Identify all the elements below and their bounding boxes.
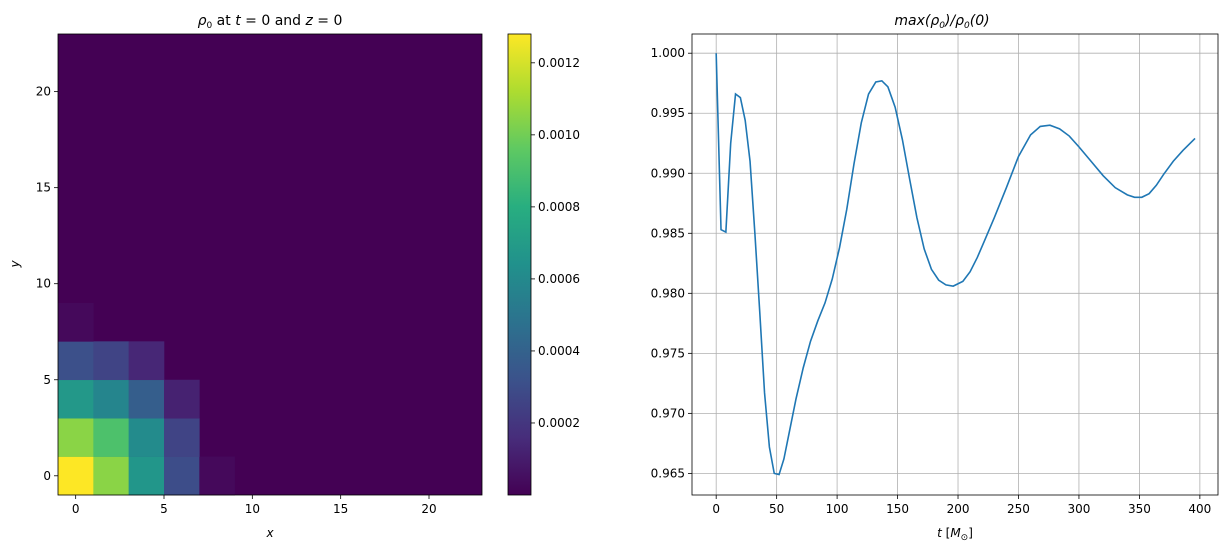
x-tick-label: 200 — [947, 502, 970, 516]
heatmap-cell — [128, 456, 165, 496]
heatmap-cell — [164, 379, 200, 419]
colorbar: 0.0002 0.0004 0.0006 0.0008 0.0010 0.0012 — [507, 33, 580, 496]
x-tick-label: 20 — [421, 502, 436, 516]
heatmap-frame — [57, 33, 483, 496]
colorbar-tick-label: 0.0002 — [538, 416, 580, 430]
heatmap-x-axis-label: x — [265, 526, 274, 540]
line-chart-x-axis-label: t [M⊙] — [937, 526, 973, 543]
x-tick-label: 50 — [769, 502, 784, 516]
x-tick-label: 350 — [1128, 502, 1151, 516]
line-chart-x-ticks: 0 50 100 150 200 250 300 350 400 — [712, 495, 1211, 516]
y-tick-label: 0.965 — [651, 466, 685, 480]
x-tick-label: 5 — [160, 502, 168, 516]
colorbar-tick-label: 0.0008 — [538, 200, 580, 214]
colorbar-tick-label: 0.0004 — [538, 344, 580, 358]
x-tick-label: 150 — [886, 502, 909, 516]
y-tick-label: 0.980 — [651, 286, 685, 300]
y-tick-label: 0.985 — [651, 226, 685, 240]
heatmap-cell — [93, 456, 129, 496]
y-tick-label: 0.970 — [651, 406, 685, 420]
x-tick-label: 0 — [72, 502, 80, 516]
line-chart-frame — [691, 33, 1219, 496]
heatmap-cell — [58, 418, 94, 457]
heatmap-y-axis-label: y — [8, 260, 22, 269]
x-tick-label: 10 — [245, 502, 260, 516]
colorbar-gradient — [507, 33, 532, 496]
x-tick-label: 0 — [712, 502, 720, 516]
heatmap-cell — [128, 418, 165, 457]
heatmap-cell — [128, 379, 165, 419]
heatmap-cell — [58, 302, 94, 342]
x-tick-label: 400 — [1188, 502, 1211, 516]
colorbar-ticks: 0.0002 0.0004 0.0006 0.0008 0.0010 0.0012 — [531, 56, 580, 430]
heatmap-cell — [164, 418, 200, 457]
y-tick-label: 15 — [36, 181, 51, 195]
y-tick-label: 20 — [36, 85, 51, 99]
heatmap-cell — [58, 341, 94, 381]
x-tick-label: 250 — [1007, 502, 1030, 516]
heatmap-title: ρ0 at t = 0 and z = 0 — [198, 13, 343, 31]
heatmap-cell — [93, 379, 129, 419]
y-tick-label: 0 — [43, 469, 51, 483]
heatmap-cell — [128, 341, 165, 381]
line-chart-title: max(ρ0)/ρ0(0) — [894, 13, 989, 31]
y-tick-label: 1.000 — [651, 46, 685, 60]
x-tick-label: 100 — [826, 502, 849, 516]
heatmap-panel: ρ0 at t = 0 and z = 0 0 5 10 15 20 05101520 … — [8, 13, 483, 540]
y-tick-label: 10 — [36, 277, 51, 291]
y-tick-label: 0.995 — [651, 106, 685, 120]
heatmap-x-ticks: 0 5 10 15 20 — [72, 495, 437, 516]
x-tick-label: 15 — [333, 502, 348, 516]
x-tick-label: 300 — [1067, 502, 1090, 516]
line-chart-grid — [692, 34, 1218, 495]
line-chart-panel: max(ρ0)/ρ0(0) 0 50 100 150 200 250 300 350 400 0… — [651, 13, 1219, 543]
series-line — [715, 53, 1196, 476]
y-tick-label: 0.990 — [651, 166, 685, 180]
heatmap-cell — [58, 379, 94, 419]
heatmap-cell — [164, 456, 200, 496]
colorbar-tick-label: 0.0010 — [538, 128, 580, 142]
heatmap-cell — [199, 456, 235, 496]
heatmap-cell — [93, 341, 129, 381]
colorbar-tick-label: 0.0012 — [538, 56, 580, 70]
heatmap-y-ticks: 0 5 10 15 20 — [36, 85, 58, 483]
y-tick-label: 0.975 — [651, 346, 685, 360]
heatmap-cell — [93, 418, 129, 457]
colorbar-tick-label: 0.0006 — [538, 272, 580, 286]
heatmap-plot-area — [57, 33, 483, 496]
y-tick-label: 5 — [43, 373, 51, 387]
line-chart-y-ticks: 0.965 0.970 0.975 0.980 0.985 0.990 0.995 1.000 — [651, 46, 692, 480]
heatmap-cell — [58, 456, 94, 496]
